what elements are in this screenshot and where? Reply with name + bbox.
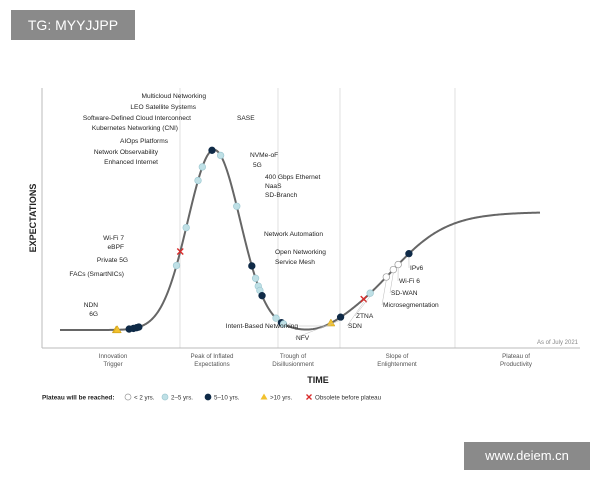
marker-kubernetes-networking-cni — [194, 176, 202, 185]
phase-label-3-line-2: Disillusionment — [272, 361, 314, 368]
label-microsegmentation: Microsegmentation — [383, 302, 439, 309]
phase-dividers — [179, 88, 456, 348]
marker-ipv6 — [405, 250, 413, 258]
label-enhanced-internet: Enhanced Internet — [104, 159, 158, 166]
as-of-note: As of July 2021 — [537, 340, 579, 346]
legend-y5to10-item: 5–10 yrs. — [204, 393, 240, 402]
marker-sase — [233, 202, 241, 210]
y-axis-label: EXPECTATIONS — [28, 184, 38, 253]
legend: Plateau will be reached: < 2 yrs. 2–5 yrs.… — [42, 393, 382, 402]
marker-6g — [112, 325, 122, 334]
marker-service-mesh — [279, 320, 288, 328]
label-naas: NaaS — [265, 183, 282, 190]
label-ztna: ZTNA — [356, 313, 374, 320]
label-intent-based-networking: Intent-Based Networking — [226, 323, 299, 330]
legend-gt10-symbol — [260, 393, 268, 400]
label-service-mesh: Service Mesh — [275, 259, 315, 266]
phase-label-1-line-1: Innovation — [99, 353, 128, 360]
marker-sdn — [360, 295, 368, 303]
leader-nfv — [294, 319, 341, 339]
legend-y2to5-item: 2–5 yrs. — [161, 393, 193, 402]
marker-software-defined-cloud-interconnect — [198, 163, 206, 171]
phase-label-4-line-1: Slope of — [386, 353, 409, 360]
legend-y5to10-symbol — [204, 393, 212, 401]
label-wi-fi-6: Wi-Fi 6 — [399, 278, 420, 285]
legend-lt2-item: < 2 yrs. — [124, 393, 155, 402]
marker-leo-satellite-systems — [208, 146, 216, 154]
legend-lt2-symbol — [124, 393, 132, 401]
label-ebpf: eBPF — [108, 244, 125, 251]
label-nfv: NFV — [296, 335, 310, 342]
label-400-gbps-ethernet: 400 Gbps Ethernet — [265, 174, 321, 181]
label-network-automation: Network Automation — [264, 231, 323, 238]
label-leo-satellite-systems: LEO Satellite Systems — [130, 104, 196, 111]
label-sd-wan: SD-WAN — [391, 290, 418, 297]
label-ipv6: IPv6 — [410, 265, 424, 272]
marker-5g — [251, 274, 260, 282]
phase-label-2-line-1: Peak of Inflated — [191, 353, 235, 360]
phase-label-1-line-2: Trigger — [103, 361, 122, 368]
phase-label-5-line-1: Plateau of — [502, 353, 530, 360]
label-facs-smartnics: FACs (SmartNICs) — [69, 271, 124, 278]
leader-ztna — [354, 296, 371, 317]
website-watermark-badge: www.deiem.cn — [464, 442, 590, 470]
marker-sd-branch — [258, 292, 266, 300]
label-aiops-platforms: AIOps Platforms — [120, 138, 169, 145]
technology-labels: NDN 6G FACs (SmartNICs) Private 5G eBPF Wi-Fi… — [69, 93, 439, 342]
leader-sdn — [346, 301, 364, 327]
label-open-networking: Open Networking — [275, 249, 326, 256]
label-ndn: NDN — [84, 302, 99, 309]
phase-label-3-line-1: Trough of — [280, 353, 307, 360]
legend-y2to5-symbol — [161, 393, 169, 401]
legend-lt2-label: < 2 yrs. — [134, 395, 155, 402]
label-5g: 5G — [253, 162, 262, 169]
marker-nvme-of — [248, 262, 256, 270]
marker-multicloud-networking — [216, 151, 225, 160]
label-6g: 6G — [89, 311, 98, 318]
marker-microsegmentation — [382, 273, 390, 281]
label-network-observability: Network Observability — [94, 149, 159, 156]
leader-sd-wan — [389, 272, 394, 294]
legend-gt10-label: >10 yrs. — [270, 395, 292, 402]
legend-obsolete-item: Obsolete before plateau — [306, 394, 382, 402]
marker-ztna — [366, 289, 374, 297]
marker-aiops-platforms — [182, 223, 190, 232]
label-kubernetes-networking-cni: Kubernetes Networking (CNI) — [92, 125, 178, 132]
legend-y5to10-label: 5–10 yrs. — [214, 395, 240, 402]
legend-gt10-item: >10 yrs. — [260, 393, 292, 402]
marker-network-observability — [176, 248, 184, 256]
marker-wi-fi-7 — [135, 323, 143, 331]
phase-label-2-line-2: Expectations — [194, 361, 229, 368]
marker-wi-fi-6 — [394, 260, 402, 269]
leader-microsegmentation — [381, 279, 387, 306]
label-multicloud-networking: Multicloud Networking — [142, 93, 207, 100]
label-sd-branch: SD-Branch — [265, 192, 298, 199]
technology-markers — [111, 146, 413, 334]
tg-watermark-badge: TG: MYYJJPP — [11, 10, 135, 40]
legend-y2to5-label: 2–5 yrs. — [171, 395, 193, 402]
legend-obsolete-label: Obsolete before plateau — [315, 395, 382, 402]
marker-network-automation — [272, 314, 280, 322]
label-wi-fi-7: Wi-Fi 7 — [103, 235, 124, 242]
label-nvme-of: NVMe-oF — [250, 152, 278, 159]
marker-nfv — [336, 313, 345, 321]
label-sase: SASE — [237, 115, 255, 122]
phase-label-5-line-2: Productivity — [500, 361, 533, 368]
label-software-defined-cloud-interconnect: Software-Defined Cloud Interconnect — [83, 115, 191, 122]
label-private-5g: Private 5G — [97, 257, 128, 264]
marker-sd-wan — [389, 265, 397, 274]
x-axis-label: TIME — [307, 375, 329, 385]
label-sdn: SDN — [348, 323, 362, 330]
legend-title: Plateau will be reached: — [42, 395, 114, 402]
phase-label-4-line-2: Enlightenment — [377, 361, 417, 368]
marker-enhanced-internet — [172, 261, 181, 270]
legend-obsolete-symbol — [306, 394, 312, 400]
